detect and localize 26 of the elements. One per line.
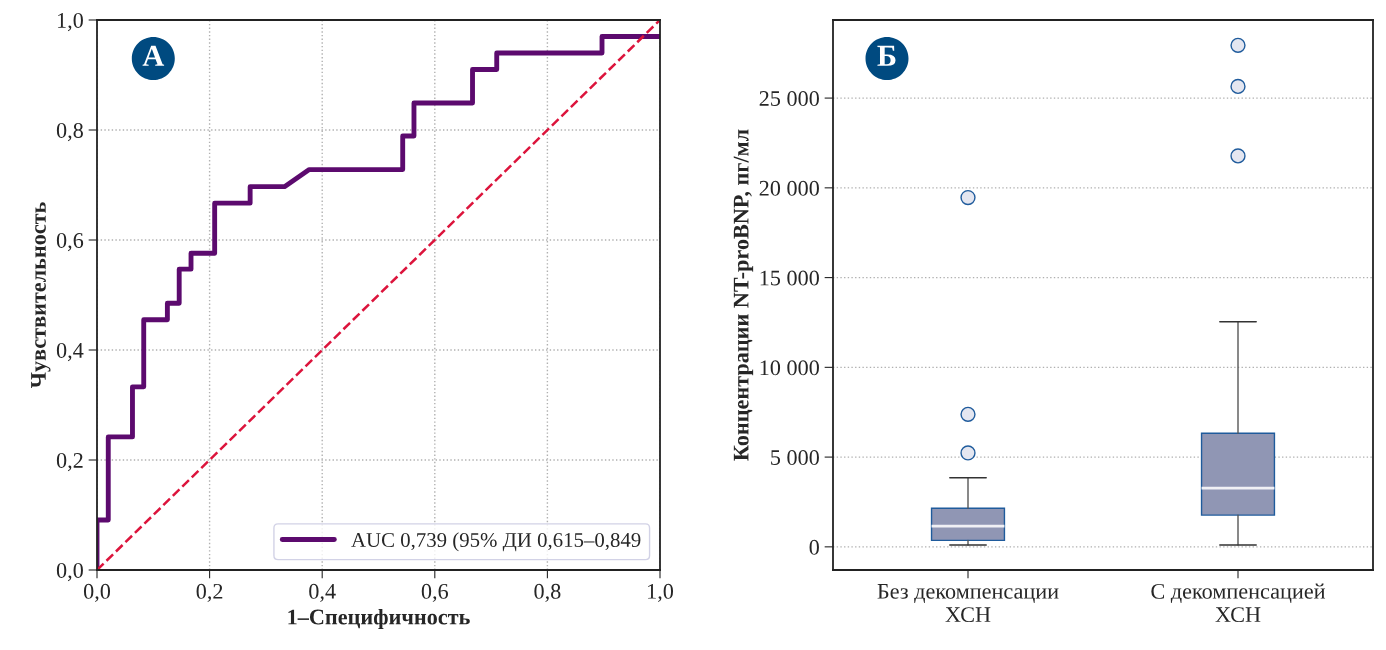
y-tick-label: 10 000: [760, 360, 819, 376]
y-tick-label: 0,8: [56, 122, 83, 142]
x-tick-label: 1,0: [648, 583, 674, 603]
x-tick-label: 0,8: [534, 583, 561, 603]
annotation: А: [142, 45, 165, 66]
x-axis-title: 1–Специфичность: [288, 608, 470, 630]
y-tick-label: 25 000: [759, 91, 819, 107]
y-tick-label: 0,6: [56, 232, 84, 252]
y-axis-title: Чувствительность: [31, 202, 51, 389]
y-tick-label: 20 000: [759, 180, 819, 196]
y-tick-label: 0,4: [56, 342, 84, 362]
x-tick-label: Без декомпенсации ХСН: [877, 584, 1059, 623]
x-tick-label: 0,4: [309, 583, 336, 603]
y-tick-label: 0,2: [56, 452, 83, 472]
y-tick-label: 0: [809, 539, 819, 555]
y-tick-label: 0,0: [56, 562, 83, 582]
x-tick-label: 0,2: [196, 583, 223, 603]
x-tick-label: С декомпенсацией ХСН: [1151, 583, 1326, 623]
y-tick-label: 5 000: [771, 450, 819, 466]
x-tick-label: 0,6: [421, 583, 449, 603]
x-tick-label: 0,0: [83, 583, 111, 603]
y-tick-label: 15 000: [760, 270, 819, 286]
legend-label: AUC 0,739 (95% ДИ 0,615–0,849: [351, 532, 641, 552]
y-axis-title: Концентрации NT-proBNP, пг/мл: [733, 129, 754, 461]
y-tick-label: 1,0: [57, 12, 83, 32]
annotation: Б: [877, 45, 896, 66]
